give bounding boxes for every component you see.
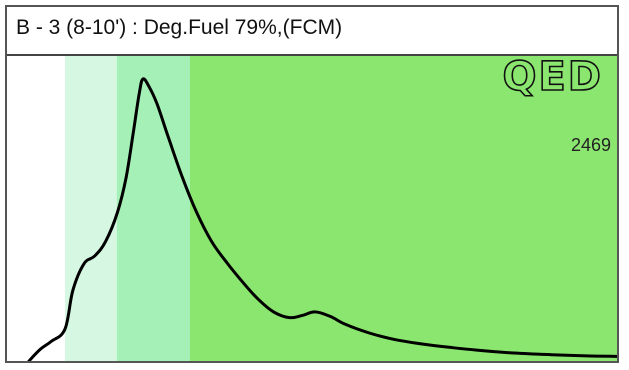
region-band-3 bbox=[116, 56, 190, 361]
series-line bbox=[27, 77, 617, 361]
region-band-4 bbox=[190, 56, 617, 361]
qed-logo: QED bbox=[502, 56, 603, 100]
region-band-2 bbox=[64, 56, 117, 361]
chart-title: B - 3 (8-10') : Deg.Fuel 79%,(FCM) bbox=[16, 16, 343, 39]
peak-value-label: 2469 bbox=[571, 135, 611, 155]
chart-panel: B - 3 (8-10') : Deg.Fuel 79%,(FCM) QED 2… bbox=[5, 5, 619, 363]
region-bands bbox=[7, 56, 617, 361]
chart-svg: QED 2469 bbox=[7, 56, 617, 361]
title-bar: B - 3 (8-10') : Deg.Fuel 79%,(FCM) bbox=[7, 7, 617, 56]
region-band-1 bbox=[7, 56, 65, 361]
plot-area: QED 2469 bbox=[7, 56, 617, 361]
